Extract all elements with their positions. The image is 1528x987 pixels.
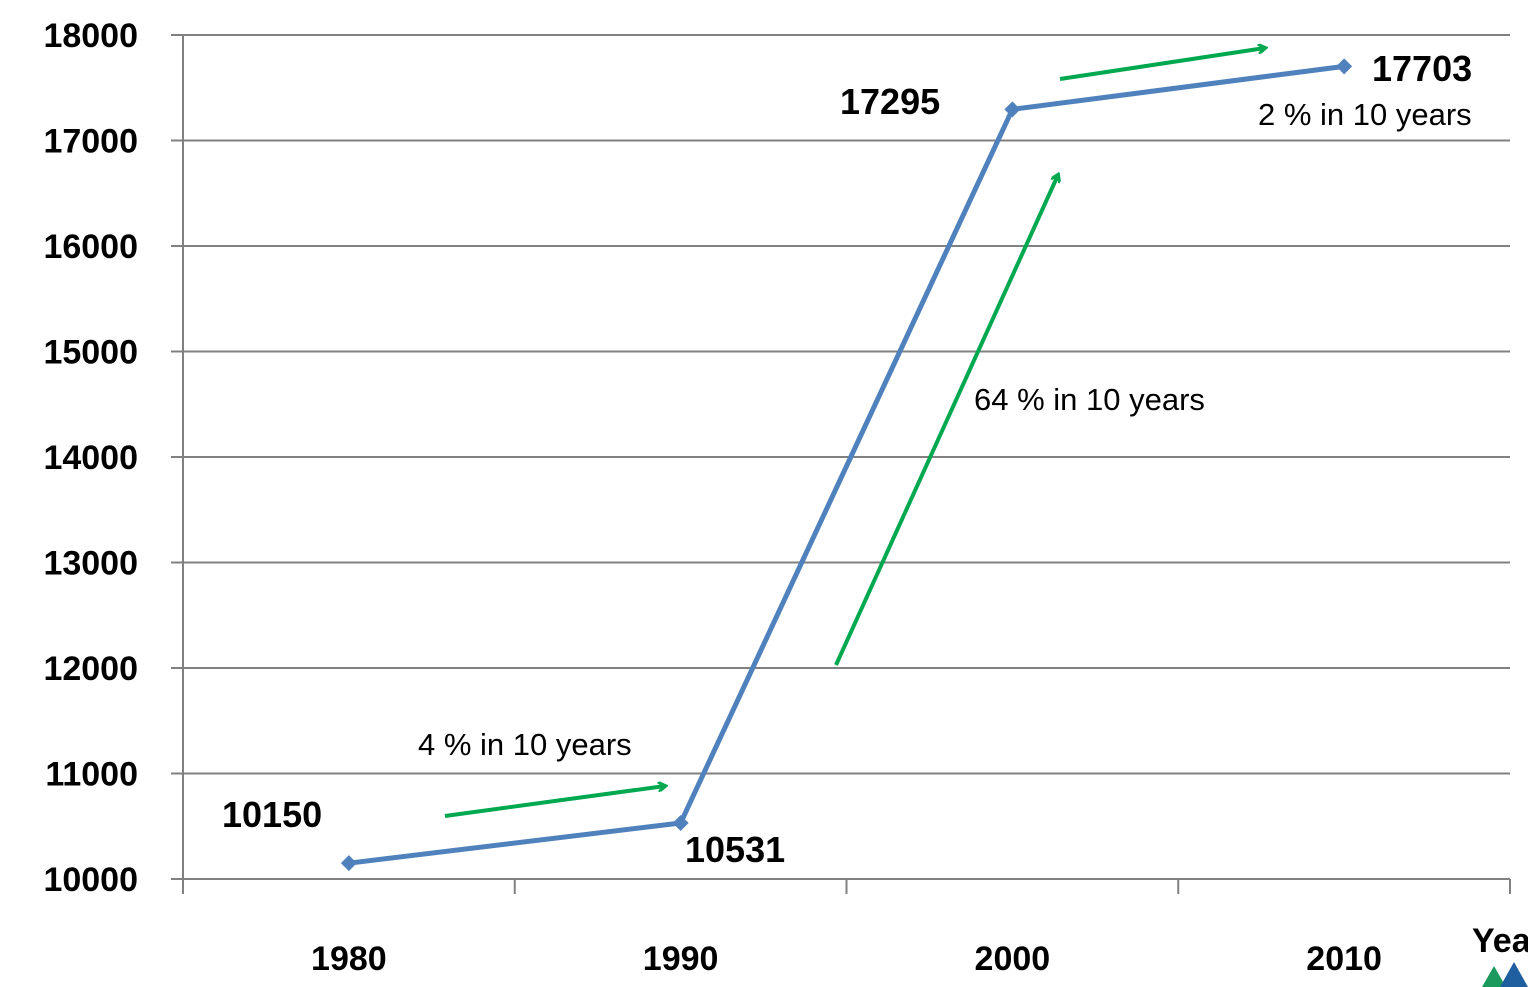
y-tick-label: 12000 <box>43 650 138 688</box>
annotation-text: 2 % in 10 years <box>1258 97 1472 132</box>
x-tick-label: 1990 <box>643 940 719 978</box>
x-tick-label: 1980 <box>311 940 387 978</box>
y-tick-label: 14000 <box>43 439 138 477</box>
trend-arrows <box>444 48 1265 818</box>
data-label: 17295 <box>840 81 940 122</box>
y-tick-label: 16000 <box>43 228 138 266</box>
y-tick-label: 15000 <box>43 334 138 372</box>
data-point-marker <box>1004 101 1021 118</box>
x-axis-label: Yea <box>1472 922 1528 960</box>
trend-arrow <box>1059 48 1265 81</box>
annotation-text: 4 % in 10 years <box>418 727 632 762</box>
y-tick-label: 17000 <box>43 123 138 161</box>
annotations: 4 % in 10 years 64 % in 10 years 2 % in 10… <box>418 97 1472 762</box>
series-line <box>340 58 1353 872</box>
data-label: 17703 <box>1372 48 1472 89</box>
y-tick-label: 13000 <box>43 545 138 583</box>
data-point-marker <box>1336 58 1353 75</box>
axes <box>171 34 1511 894</box>
trend-arrow <box>834 175 1058 666</box>
data-label: 10531 <box>685 829 785 870</box>
x-tick-labels: 1980 1990 2000 2010 <box>311 940 1382 978</box>
data-labels: 10150 10531 17295 17703 <box>222 48 1472 870</box>
data-point-marker <box>340 855 357 872</box>
logo-icon <box>1482 962 1528 987</box>
data-label: 10150 <box>222 794 322 835</box>
data-point-marker <box>672 814 689 831</box>
y-tick-label: 10000 <box>43 861 138 899</box>
y-tick-label: 11000 <box>45 756 138 794</box>
x-tick-label: 2010 <box>1306 940 1382 978</box>
y-tick-labels: 10000 11000 12000 13000 14000 15000 16000 17000… <box>43 17 138 899</box>
x-tick-label: 2000 <box>975 940 1051 978</box>
trend-arrow <box>444 786 665 818</box>
annotation-text: 64 % in 10 years <box>974 382 1205 417</box>
series-line-path <box>348 63 1345 866</box>
y-tick-label: 18000 <box>43 17 138 55</box>
gridlines <box>183 34 1510 775</box>
